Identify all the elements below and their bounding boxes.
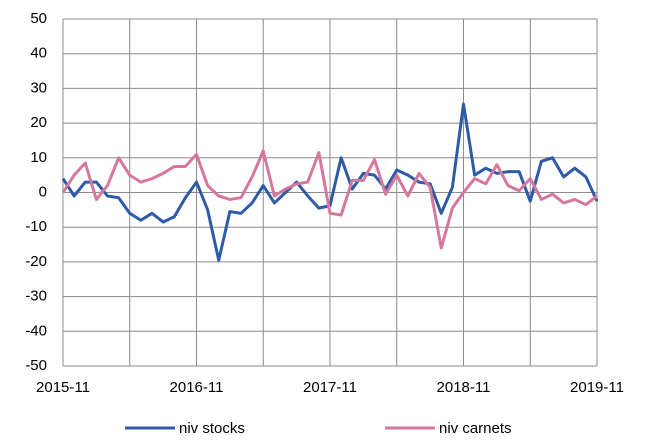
y-tick-label: 30 bbox=[30, 79, 47, 96]
x-tick-label: 2015-11 bbox=[36, 379, 90, 396]
y-tick-label: -50 bbox=[25, 357, 47, 374]
x-tick-label: 2018-11 bbox=[437, 379, 491, 396]
legend-label: niv stocks bbox=[179, 420, 245, 437]
y-tick-label: -40 bbox=[25, 322, 47, 339]
y-tick-label: 50 bbox=[30, 10, 47, 27]
x-tick-label: 2016-11 bbox=[170, 379, 224, 396]
y-tick-label: 10 bbox=[30, 149, 47, 166]
y-tick-label: -20 bbox=[25, 253, 47, 270]
y-tick-label: 0 bbox=[39, 183, 47, 200]
x-tick-label: 2017-11 bbox=[303, 379, 357, 396]
y-tick-label: -10 bbox=[25, 218, 47, 235]
legend-label: niv carnets bbox=[439, 420, 512, 437]
y-tick-label: -30 bbox=[25, 288, 47, 305]
line-series bbox=[61, 149, 598, 250]
y-tick-label: 40 bbox=[30, 45, 47, 62]
x-tick-label: 2019-11 bbox=[570, 379, 624, 396]
y-tick-label: 20 bbox=[30, 114, 47, 131]
